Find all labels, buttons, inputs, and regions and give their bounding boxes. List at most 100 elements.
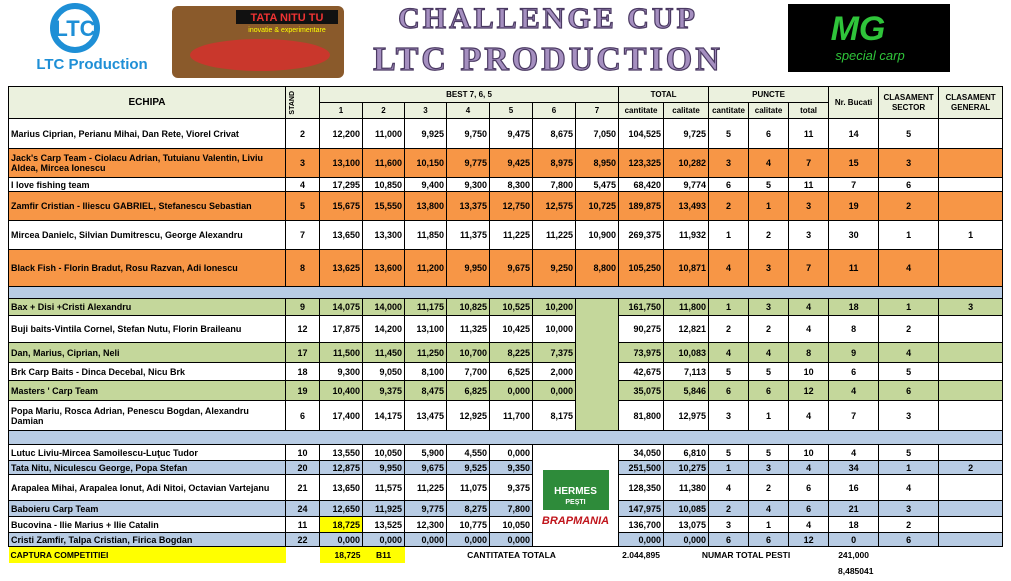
points: 2 [748,220,790,250]
brap-logo: BRAPMANIA [535,514,616,527]
best-catch: 10,050 [489,516,533,533]
fish-value: 241,000 [838,549,869,560]
points: 10 [788,444,830,461]
team-name: Marius Ciprian, Perianu Mihai, Dan Rete,… [8,118,286,149]
best-catch: 9,925 [404,118,447,149]
team-name: Cristi Zamfir, Talpa Cristian, Firica Bo… [8,532,286,547]
best-catch: 8,275 [446,500,490,517]
stand-ref: B11 [362,546,405,563]
total: 0,000 [663,532,710,547]
points: 2 [708,315,750,343]
sector: 2 [878,516,940,533]
best-catch: 10,000 [532,315,576,343]
points: 3 [788,191,830,221]
general [938,362,1004,381]
stand: 22 [285,532,320,547]
stand: 3 [285,148,320,178]
best-catch: 9,300 [446,177,490,192]
best-catch: 0,000 [489,444,533,461]
best-catch: 11,600 [362,148,405,178]
total: 147,975 [618,500,665,517]
best-catch: 13,650 [319,220,363,250]
points: 6 [708,532,750,547]
team-name: Masters ' Carp Team [8,380,286,401]
best-catch: 10,825 [446,298,490,316]
points: 4 [748,500,790,517]
points: 7 [788,249,830,287]
best-catch: 15,550 [362,191,405,221]
stand-header: STAND [285,86,320,119]
best-catch: 11,000 [362,118,405,149]
points: 4 [748,148,790,178]
best-catch: 12,875 [319,460,363,475]
best-catch: 17,400 [319,400,363,431]
points: 3 [708,400,750,431]
count: 18 [828,298,880,316]
team-name: Jack's Carp Team - Ciolacu Adrian, Tutui… [8,148,286,178]
sector: 5 [878,444,940,461]
sector: 6 [878,380,940,401]
best-catch: 11,075 [446,474,490,501]
best-catch: 9,675 [404,460,447,475]
best-catch: 5,900 [404,444,447,461]
team-name: Black Fish - Florin Bradut, Rosu Razvan,… [8,249,286,287]
best-catch: 11,325 [446,315,490,343]
count: 7 [828,177,880,192]
points: 4 [788,516,830,533]
best-catch: 10,700 [446,342,490,363]
fish-label: NUMAR TOTAL PESTI [701,549,791,560]
points: 1 [708,298,750,316]
team-row: Jack's Carp Team - Ciolacu Adrian, Tutui… [8,148,1004,178]
brand-name: LTC Production [36,56,147,73]
stand: 7 [285,220,320,250]
best-catch: 7,800 [532,177,576,192]
stand: 8 [285,249,320,287]
best-catch: 14,075 [319,298,363,316]
best-catch: 14,200 [362,315,405,343]
brand-logo [50,3,100,53]
count: 16 [828,474,880,501]
best-catch: 11,575 [362,474,405,501]
brap-sub: MANIA [573,514,610,527]
sector: 1 [878,460,940,475]
best-catch: 9,475 [489,118,533,149]
total: 11,800 [663,298,710,316]
total: 81,800 [618,400,665,431]
best-catch: 11,925 [362,500,405,517]
best-catch: 9,375 [489,474,533,501]
stand: 5 [285,191,320,221]
total: 13,493 [663,191,710,221]
best-catch: 11,450 [362,342,405,363]
best-catch: 0,000 [489,380,533,401]
stand: 21 [285,474,320,501]
best-catch: 11,700 [489,400,533,431]
best-catch: 0,000 [319,532,363,547]
best-catch: 10,400 [319,380,363,401]
sub-header: 3 [404,102,447,119]
points: 6 [788,474,830,501]
best-catch: 13,100 [404,315,447,343]
count: 0 [828,532,880,547]
best-catch: 7,050 [574,118,620,149]
team-row: Lutuc Liviu-Mircea Samoilescu-Luţuc Tudo… [8,444,1004,547]
best-catch: 12,300 [404,516,447,533]
total: 12,975 [663,400,710,431]
total: 11,380 [663,474,710,501]
total-value: 2.044,895 [622,549,660,560]
best-catch: 7,375 [532,342,576,363]
best-catch: 0,000 [532,380,576,401]
best-catch: 10,050 [362,444,405,461]
count-header: Nr. Bucati [828,86,880,119]
total: 105,250 [618,249,665,287]
best-catch: 0,000 [446,532,490,547]
best-catch: 9,675 [489,249,533,287]
separator [7,430,1004,445]
best-catch: 11,225 [404,474,447,501]
team-name: Baboieru Carp Team [8,500,286,517]
sub-header: 6 [532,102,576,119]
best-catch: 9,775 [404,500,447,517]
points: 4 [788,315,830,343]
team-row: Masters ' Carp Team 19 10,400 9,375 8,475 6,8… [8,380,1004,401]
points: 5 [748,362,790,381]
points: 2 [748,474,790,501]
